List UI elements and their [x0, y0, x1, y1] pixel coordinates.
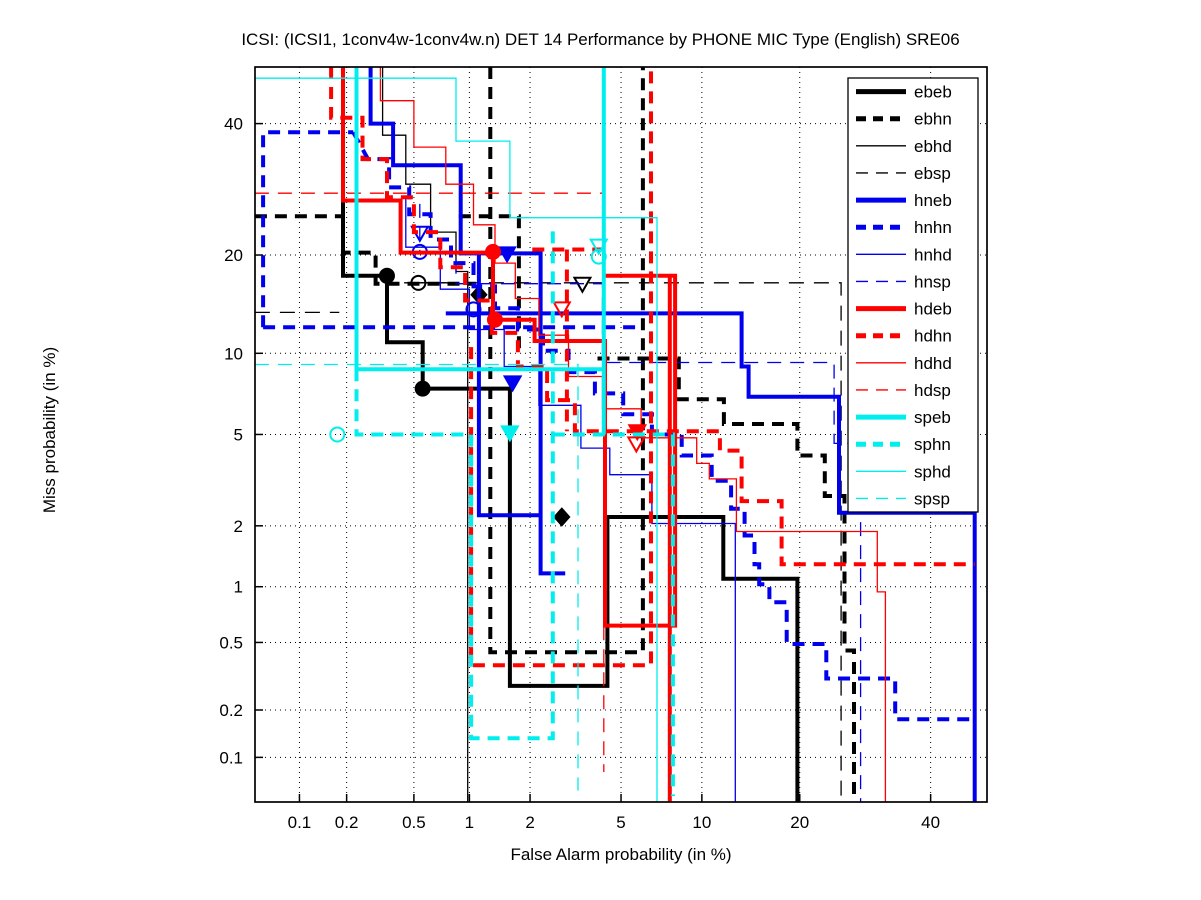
curve-segment-spsp	[255, 363, 579, 791]
marker-circle-open-sphn	[329, 426, 346, 443]
curve-segment-sphd	[255, 77, 658, 802]
legend-label-hneb: hneb	[914, 191, 952, 210]
legend-label-ebeb: ebeb	[914, 83, 952, 102]
curve-segment-sphn	[552, 432, 675, 797]
x-tick-label: 20	[790, 813, 809, 832]
y-tick-label: 40	[224, 115, 243, 134]
curve-ebeb	[341, 67, 800, 802]
legend-label-ebhn: ebhn	[914, 110, 952, 129]
x-tick-label: 1	[465, 813, 474, 832]
curve-hneb	[368, 67, 977, 802]
curve-segment-hdhn	[469, 67, 653, 668]
curve-segment-hnhn	[351, 131, 975, 722]
legend-label-hnsp: hnsp	[914, 272, 951, 291]
x-tick-label: 10	[692, 813, 711, 832]
legend-box	[847, 77, 979, 513]
legend-label-hdhd: hdhd	[914, 354, 952, 373]
curve-segment-ebhn	[597, 356, 856, 802]
x-tick-label: 0.1	[288, 813, 312, 832]
marker-circle-filled-ebeb	[414, 380, 431, 397]
legend: ebeb ebhn ebhd ebsp hneb hnhn hnhd hnsp hdeb hdhn…	[847, 77, 979, 513]
curve-ebsp	[255, 282, 842, 802]
curve-sphd	[255, 77, 658, 802]
curve-segment-hneb	[368, 67, 566, 576]
y-tick-label: 1	[234, 578, 243, 597]
curve-segment-hdeb	[341, 67, 678, 628]
marker-triangle-down-filled-hneb	[502, 375, 523, 393]
marker-circle-filled-hdeb	[485, 243, 502, 260]
curve-segment-hneb	[445, 311, 977, 802]
marker-triangle-down-open-ebhn	[572, 276, 593, 294]
legend-label-spsp: spsp	[914, 489, 950, 508]
marker-triangle-down-filled-sphn	[500, 425, 520, 443]
legend-label-hnhn: hnhn	[914, 218, 952, 237]
det-curves	[255, 67, 977, 802]
curve-hdeb	[341, 67, 678, 802]
marker-triangle-down-filled-hneb	[497, 246, 517, 264]
axes-box	[254, 66, 988, 803]
legend-label-ebhd: ebhd	[914, 137, 952, 156]
legend-label-hnhd: hnhd	[914, 245, 952, 264]
x-axis-label: False Alarm probability (in %)	[510, 845, 732, 864]
y-tick-label: 10	[224, 344, 243, 363]
marker-circle-filled-ebeb	[378, 267, 395, 284]
legend-label-hdeb: hdeb	[914, 300, 952, 319]
legend-label-speb: speb	[914, 408, 951, 427]
y-tick-label: 0.5	[219, 633, 243, 652]
x-tick-label: 2	[525, 813, 534, 832]
marker-triangle-down-open-hdhn	[552, 301, 572, 319]
curve-sphn	[329, 224, 675, 797]
x-tick-label: 0.5	[402, 813, 426, 832]
legend-label-ebsp: ebsp	[914, 164, 951, 183]
legend-label-hdhn: hdhn	[914, 327, 952, 346]
marker-triangle-down-open-sphd	[589, 238, 609, 256]
curve-segment-hnhn	[261, 130, 354, 328]
x-tick-label: 0.2	[335, 813, 359, 832]
y-axis-label: Miss probability (in %)	[40, 346, 59, 514]
curve-segment-ebeb	[341, 67, 800, 802]
legend-label-sphn: sphn	[914, 435, 951, 454]
marker-diamond-ebeb	[553, 507, 571, 527]
curve-segment-hneb	[476, 253, 541, 518]
curve-segment-sphn	[354, 224, 555, 741]
legend-label-hdsp: hdsp	[914, 381, 951, 400]
curve-spsp	[255, 363, 579, 791]
curve-hnhd	[405, 197, 736, 802]
curve-segment-hdhd	[379, 67, 887, 802]
marker-triangle-down-open-hdhn	[626, 436, 647, 454]
legend-label-sphd: sphd	[914, 462, 951, 481]
curve-hdhd	[379, 67, 887, 802]
plot-title: ICSI: (ICSI1, 1conv4w-1conv4w.n) DET 14 …	[241, 30, 960, 49]
y-tick-label: 0.2	[219, 701, 243, 720]
curve-segment-hdhn	[329, 67, 975, 567]
curve-segment-ebsp	[413, 282, 842, 802]
y-tick-label: 0.1	[219, 748, 243, 767]
curve-segment-ebhn	[255, 214, 476, 286]
curve-segment-hnhd	[405, 197, 736, 802]
y-tick-label: 2	[234, 517, 243, 536]
marker-circle-open-hnsp	[465, 301, 482, 318]
x-tick-label: 40	[921, 813, 940, 832]
x-tick-label: 5	[616, 813, 625, 832]
y-tick-label: 20	[224, 246, 243, 265]
marker-circle-open-sphd	[590, 248, 607, 265]
y-tick-label: 5	[234, 425, 243, 444]
curve-hnhn	[261, 130, 975, 722]
